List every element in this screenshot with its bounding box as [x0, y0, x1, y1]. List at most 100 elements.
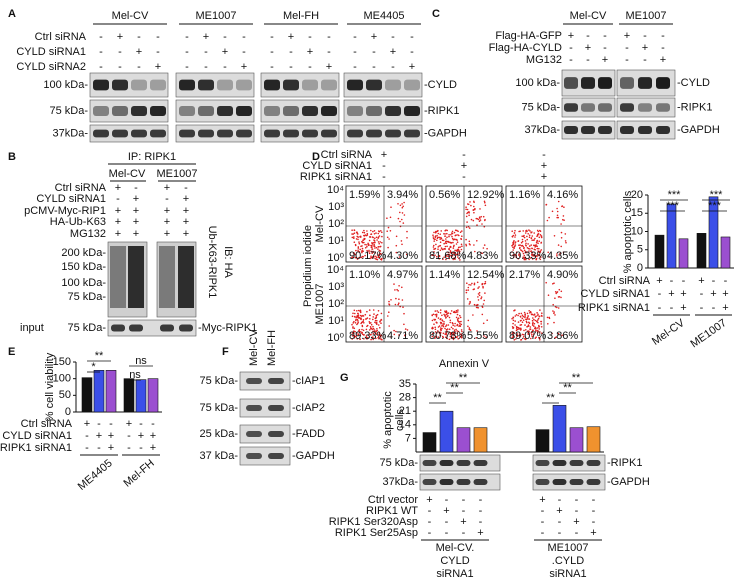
axis-title: cells [394, 409, 406, 432]
mw-marker: 100 kDa- [43, 79, 88, 91]
flow-event [360, 245, 362, 248]
flow-event [351, 315, 354, 318]
flow-event [401, 206, 404, 209]
flow-event [536, 312, 538, 314]
condition-label: RIPK1 siRNA1 [578, 302, 650, 314]
flow-event [478, 220, 481, 222]
flow-event [523, 338, 526, 340]
condition-sign: - [462, 527, 466, 539]
condition-label: Ctrl siRNA [321, 149, 373, 161]
flow-event [460, 336, 463, 339]
flow-event [520, 312, 523, 315]
flow-event [452, 251, 455, 254]
flow-event [451, 322, 454, 324]
blot-band [283, 129, 299, 138]
blot-band [93, 79, 109, 91]
flow-event [536, 245, 538, 248]
flow-event [353, 334, 356, 337]
flow-event [363, 238, 366, 241]
flow-event [478, 291, 481, 294]
flow-event [527, 247, 530, 250]
condition-sign: + [698, 275, 704, 287]
blot-band [347, 129, 363, 138]
flow-event [379, 320, 382, 322]
blot-band [179, 106, 195, 116]
flow-event [370, 229, 372, 232]
flow-event [515, 314, 518, 316]
blot-band [283, 106, 299, 116]
flow-event [526, 312, 529, 315]
flow-event [446, 337, 449, 340]
flow-event [397, 290, 400, 292]
flow-event [433, 251, 435, 253]
blot-band [422, 479, 437, 485]
flow-event [456, 336, 459, 338]
flow-event [477, 293, 480, 295]
condition-sign: - [428, 516, 432, 528]
flow-event [521, 235, 523, 237]
blot-band [439, 479, 454, 485]
flow-event [534, 337, 537, 340]
blot-band [598, 77, 612, 89]
flow-event [375, 333, 378, 336]
flow-event [480, 215, 483, 218]
blot-band [268, 378, 284, 384]
flow-event [439, 327, 442, 329]
flow-event [351, 229, 353, 231]
condition-sign: - [682, 275, 686, 287]
blot-band [179, 79, 195, 91]
blot-band [198, 106, 214, 116]
blot-band [347, 79, 363, 91]
flow-event [441, 314, 443, 317]
flow-event [374, 257, 376, 260]
flow-event [388, 238, 390, 240]
blot-smear [128, 246, 144, 308]
flow-event [473, 205, 475, 208]
flow-event [539, 331, 541, 333]
significance: *** [666, 200, 680, 212]
blot-membrane [260, 99, 340, 123]
flow-event [528, 229, 530, 231]
flow-event [387, 226, 390, 229]
flow-event [373, 313, 375, 315]
flow-event [512, 322, 514, 325]
flow-event [513, 254, 515, 256]
flow-event [445, 334, 448, 336]
blot-band [179, 324, 193, 332]
flow-event [353, 236, 355, 238]
condition-sign: - [116, 193, 120, 205]
condition-sign: - [670, 275, 674, 287]
flow-event [458, 257, 460, 260]
flow-event [359, 310, 362, 312]
bar [678, 238, 689, 269]
flow-event [465, 215, 468, 218]
flow-event [539, 250, 542, 252]
flow-event [481, 283, 484, 286]
condition-sign: + [164, 205, 170, 217]
flow-event [437, 232, 440, 235]
flow-event [445, 328, 448, 331]
flow-event [448, 248, 450, 251]
flow-event [445, 258, 447, 261]
condition-sign: - [445, 516, 449, 528]
flow-event [352, 326, 354, 328]
flow-event [377, 232, 380, 235]
condition-sign: - [289, 61, 293, 73]
flow-event [531, 322, 534, 325]
condition-sign: + [585, 42, 591, 54]
flow-event [355, 257, 358, 259]
flow-event [449, 312, 452, 315]
quadrant-percent: 12.54% [467, 269, 505, 281]
condition-sign: - [558, 494, 562, 506]
flow-event [372, 332, 375, 335]
condition-sign: - [223, 31, 227, 43]
blot-band [131, 79, 147, 91]
flow-event [398, 256, 401, 258]
bar [569, 427, 584, 453]
flow-event [448, 235, 450, 238]
significance: *** [668, 189, 682, 201]
blot-membrane [616, 97, 676, 118]
y-tick-label: 0 [65, 406, 71, 418]
flow-event [395, 330, 397, 333]
flow-event [435, 313, 438, 316]
